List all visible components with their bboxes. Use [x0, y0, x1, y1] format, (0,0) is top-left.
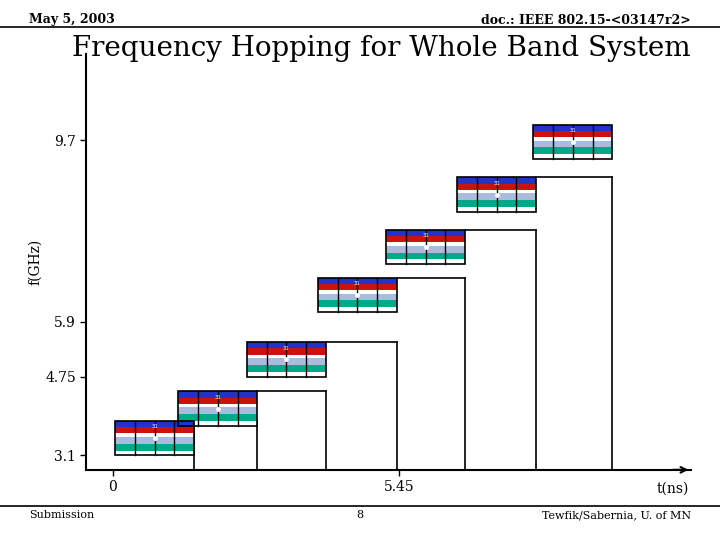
Text: 31: 31 [354, 281, 361, 286]
Bar [115, 421, 194, 455]
Bar [115, 434, 194, 437]
Bar [179, 392, 257, 426]
Text: 31: 31 [423, 233, 429, 238]
Bar [534, 125, 612, 131]
Bar [318, 294, 397, 300]
Bar [247, 358, 325, 365]
Bar [457, 190, 536, 193]
Bar [318, 290, 397, 294]
Bar [318, 300, 397, 307]
Bar [247, 355, 325, 358]
Bar [179, 414, 257, 421]
Text: 31: 31 [570, 128, 576, 133]
Bar [457, 177, 536, 184]
Text: 31: 31 [215, 395, 221, 400]
Text: May 5, 2003: May 5, 2003 [29, 14, 114, 26]
Bar [179, 392, 257, 397]
Bar [534, 137, 612, 140]
Bar [386, 230, 465, 236]
Bar [318, 278, 397, 284]
Text: Tewfik/Sabernia, U. of MN: Tewfik/Sabernia, U. of MN [542, 510, 691, 521]
Bar [457, 193, 536, 200]
Y-axis label: f(GHz): f(GHz) [29, 239, 42, 285]
Bar [318, 278, 397, 312]
Bar [534, 125, 612, 159]
Bar [318, 278, 397, 312]
Text: 31: 31 [283, 346, 289, 350]
Bar [386, 230, 465, 264]
Bar [247, 342, 325, 348]
Bar [534, 131, 612, 137]
Bar [179, 392, 257, 426]
Bar [247, 348, 325, 355]
Bar [534, 125, 612, 159]
Bar [179, 404, 257, 407]
Text: 31: 31 [151, 424, 158, 429]
Bar [179, 397, 257, 404]
Bar [457, 184, 536, 190]
Bar [386, 236, 465, 242]
Bar [115, 421, 194, 427]
Bar [318, 284, 397, 290]
Bar [457, 200, 536, 207]
Bar [386, 242, 465, 246]
Bar [247, 365, 325, 372]
Bar [386, 246, 465, 253]
Text: Frequency Hopping for Whole Band System: Frequency Hopping for Whole Band System [72, 35, 690, 62]
Bar [115, 427, 194, 434]
Bar [247, 342, 325, 376]
Bar [457, 177, 536, 212]
Bar [457, 177, 536, 212]
Bar [115, 421, 194, 455]
Text: doc.: IEEE 802.15-<03147r2>: doc.: IEEE 802.15-<03147r2> [482, 14, 691, 26]
Bar [534, 147, 612, 154]
Bar [115, 444, 194, 451]
Text: Submission: Submission [29, 510, 94, 521]
Text: t(ns): t(ns) [656, 482, 688, 496]
Text: 8: 8 [356, 510, 364, 521]
Bar [179, 407, 257, 414]
Text: 31: 31 [493, 181, 500, 186]
Bar [247, 342, 325, 376]
Bar [115, 437, 194, 444]
Bar [534, 140, 612, 147]
Bar [386, 230, 465, 264]
Bar [386, 253, 465, 260]
